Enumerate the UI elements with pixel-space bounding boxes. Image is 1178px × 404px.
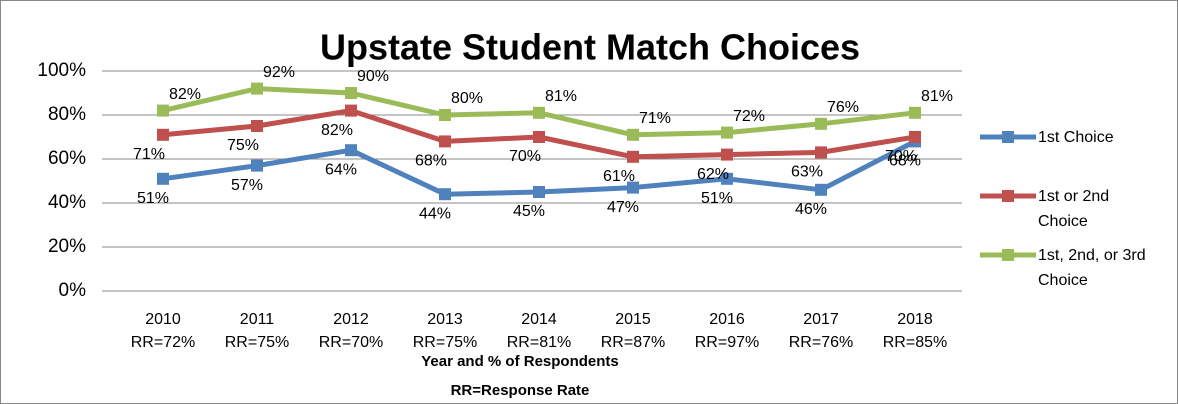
data-label: 80% xyxy=(451,90,483,107)
data-label: 70% xyxy=(885,148,917,165)
data-label: 46% xyxy=(795,201,827,218)
data-point xyxy=(533,186,545,198)
data-point xyxy=(157,172,169,185)
x-tick-label: 2018 xyxy=(897,311,933,328)
data-point xyxy=(157,128,169,141)
x-tick-label: 2017 xyxy=(803,311,839,328)
data-point xyxy=(815,146,827,159)
data-point xyxy=(345,87,357,99)
y-tick-label: 60% xyxy=(48,148,86,169)
x-tick-label: 2014 xyxy=(521,311,557,328)
x-tick-label: RR=85% xyxy=(883,334,947,351)
x-tick-label: RR=70% xyxy=(319,334,383,351)
y-tick-label: 100% xyxy=(37,60,86,81)
x-tick-label: 2016 xyxy=(709,311,745,328)
data-label: 71% xyxy=(639,110,671,127)
data-point xyxy=(721,126,733,139)
chart-title: Upstate Student Match Choices xyxy=(320,27,860,68)
data-label: 62% xyxy=(697,166,729,183)
y-tick-label: 20% xyxy=(48,236,86,257)
data-point xyxy=(815,183,827,196)
data-point xyxy=(439,109,451,121)
data-label: 57% xyxy=(231,177,263,194)
data-label: 82% xyxy=(169,86,201,103)
y-tick-label: 0% xyxy=(59,280,87,301)
data-point xyxy=(533,106,545,119)
x-axis-label: Year and % of Respondents xyxy=(421,353,619,370)
legend-label: 1st or 2nd Choice xyxy=(1038,188,1110,230)
x-tick-label: RR=75% xyxy=(413,334,477,351)
x-tick-label: 2013 xyxy=(427,311,463,328)
data-point xyxy=(721,148,733,161)
data-label: 70% xyxy=(509,148,541,165)
data-label: 68% xyxy=(415,153,447,170)
data-label: 61% xyxy=(603,168,635,185)
data-point xyxy=(627,128,639,141)
data-label: 75% xyxy=(227,137,259,154)
data-point xyxy=(909,131,921,143)
data-label: 90% xyxy=(357,68,389,85)
x-tick-label: RR=81% xyxy=(507,334,571,351)
data-label: 72% xyxy=(733,108,765,125)
data-label: 63% xyxy=(791,164,823,181)
data-point xyxy=(721,172,733,185)
data-label: 51% xyxy=(137,190,169,207)
legend-marker xyxy=(1002,131,1014,143)
legend-label: 1st Choice xyxy=(1038,129,1114,146)
x-tick-label: RR=75% xyxy=(225,334,289,351)
x-tick-label: 2015 xyxy=(615,311,651,328)
y-tick-label: 80% xyxy=(48,104,86,125)
x-tick-label: RR=97% xyxy=(695,334,759,351)
data-label: 44% xyxy=(419,205,451,222)
data-label: 71% xyxy=(133,146,165,163)
data-label: 92% xyxy=(263,64,295,81)
data-point xyxy=(627,150,639,163)
y-tick-label: 40% xyxy=(48,192,86,213)
legend-marker xyxy=(1002,190,1014,202)
data-point xyxy=(533,131,545,143)
data-label: 76% xyxy=(827,99,859,116)
x-tick-label: 2010 xyxy=(145,311,181,328)
x-tick-label: 2012 xyxy=(333,311,369,328)
x-axis-label: RR=Response Rate xyxy=(451,382,590,399)
data-label: 82% xyxy=(321,122,353,139)
x-tick-label: RR=87% xyxy=(601,334,665,351)
data-label: 47% xyxy=(607,199,639,216)
data-label: 45% xyxy=(513,203,545,220)
x-tick-label: RR=72% xyxy=(131,334,195,351)
data-point xyxy=(627,181,639,194)
data-point xyxy=(345,104,357,117)
data-point xyxy=(251,82,263,95)
data-point xyxy=(345,144,357,157)
data-point xyxy=(439,188,451,201)
data-label: 51% xyxy=(701,190,733,207)
legend-label: 1st, 2nd, or 3rd Choice xyxy=(1038,247,1146,289)
data-point xyxy=(909,106,921,119)
data-point xyxy=(815,117,827,130)
x-tick-label: 2011 xyxy=(240,311,275,328)
x-tick-label: RR=76% xyxy=(789,334,853,351)
data-label: 64% xyxy=(325,161,357,178)
data-point xyxy=(439,135,451,148)
data-label: 68% xyxy=(889,153,921,170)
legend-marker xyxy=(1002,249,1014,261)
data-point xyxy=(157,104,169,117)
data-label: 81% xyxy=(545,88,577,105)
data-point xyxy=(251,159,263,172)
data-label: 81% xyxy=(921,88,953,105)
data-point xyxy=(251,120,263,132)
